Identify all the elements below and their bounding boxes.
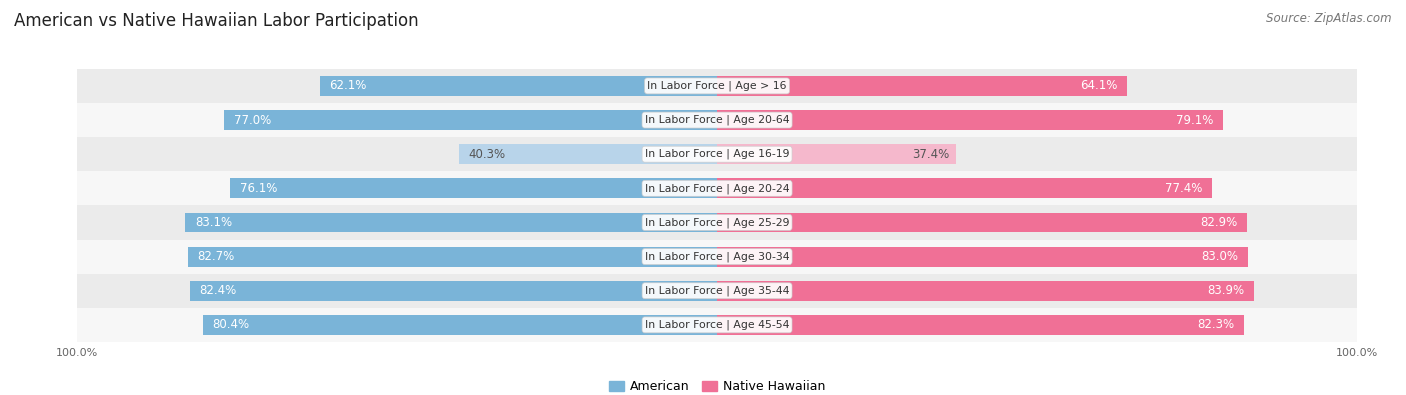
Bar bbox=[77, 69, 1357, 103]
Text: American vs Native Hawaiian Labor Participation: American vs Native Hawaiian Labor Partic… bbox=[14, 12, 419, 30]
Text: 82.9%: 82.9% bbox=[1201, 216, 1237, 229]
Bar bbox=[717, 247, 1249, 267]
Text: 82.3%: 82.3% bbox=[1197, 318, 1234, 331]
Bar bbox=[190, 281, 717, 301]
Text: In Labor Force | Age 30-34: In Labor Force | Age 30-34 bbox=[645, 251, 789, 262]
Bar bbox=[77, 171, 1357, 205]
Bar bbox=[717, 315, 1243, 335]
Text: In Labor Force | Age 20-24: In Labor Force | Age 20-24 bbox=[645, 183, 789, 194]
Text: 79.1%: 79.1% bbox=[1175, 113, 1213, 126]
Text: In Labor Force | Age 16-19: In Labor Force | Age 16-19 bbox=[645, 149, 789, 160]
Bar bbox=[717, 144, 956, 164]
Text: 82.7%: 82.7% bbox=[198, 250, 235, 263]
Bar bbox=[77, 274, 1357, 308]
Bar bbox=[77, 137, 1357, 171]
Text: Source: ZipAtlas.com: Source: ZipAtlas.com bbox=[1267, 12, 1392, 25]
Text: 77.4%: 77.4% bbox=[1166, 182, 1202, 195]
Bar bbox=[188, 247, 717, 267]
Text: In Labor Force | Age 45-54: In Labor Force | Age 45-54 bbox=[645, 320, 789, 330]
Text: In Labor Force | Age 35-44: In Labor Force | Age 35-44 bbox=[645, 286, 789, 296]
Bar bbox=[225, 110, 717, 130]
Bar bbox=[77, 308, 1357, 342]
Bar bbox=[717, 76, 1128, 96]
Bar bbox=[231, 179, 717, 198]
Bar bbox=[202, 315, 717, 335]
Text: 62.1%: 62.1% bbox=[329, 79, 367, 92]
Bar bbox=[77, 103, 1357, 137]
Text: In Labor Force | Age > 16: In Labor Force | Age > 16 bbox=[647, 81, 787, 91]
Bar bbox=[186, 213, 717, 232]
Text: 76.1%: 76.1% bbox=[240, 182, 277, 195]
Text: 64.1%: 64.1% bbox=[1080, 79, 1118, 92]
Bar bbox=[717, 110, 1223, 130]
Text: 80.4%: 80.4% bbox=[212, 318, 249, 331]
Text: 37.4%: 37.4% bbox=[912, 148, 950, 161]
Text: In Labor Force | Age 25-29: In Labor Force | Age 25-29 bbox=[645, 217, 789, 228]
Text: 83.9%: 83.9% bbox=[1208, 284, 1244, 297]
Text: In Labor Force | Age 20-64: In Labor Force | Age 20-64 bbox=[645, 115, 789, 125]
Bar bbox=[717, 213, 1247, 232]
Bar bbox=[77, 239, 1357, 274]
Text: 83.1%: 83.1% bbox=[195, 216, 232, 229]
Legend: American, Native Hawaiian: American, Native Hawaiian bbox=[603, 375, 831, 395]
Text: 82.4%: 82.4% bbox=[200, 284, 236, 297]
Text: 77.0%: 77.0% bbox=[233, 113, 271, 126]
Bar bbox=[460, 144, 717, 164]
Bar bbox=[717, 281, 1254, 301]
Text: 40.3%: 40.3% bbox=[468, 148, 506, 161]
Text: 83.0%: 83.0% bbox=[1202, 250, 1239, 263]
Bar bbox=[319, 76, 717, 96]
Bar bbox=[77, 205, 1357, 239]
Bar bbox=[717, 179, 1212, 198]
